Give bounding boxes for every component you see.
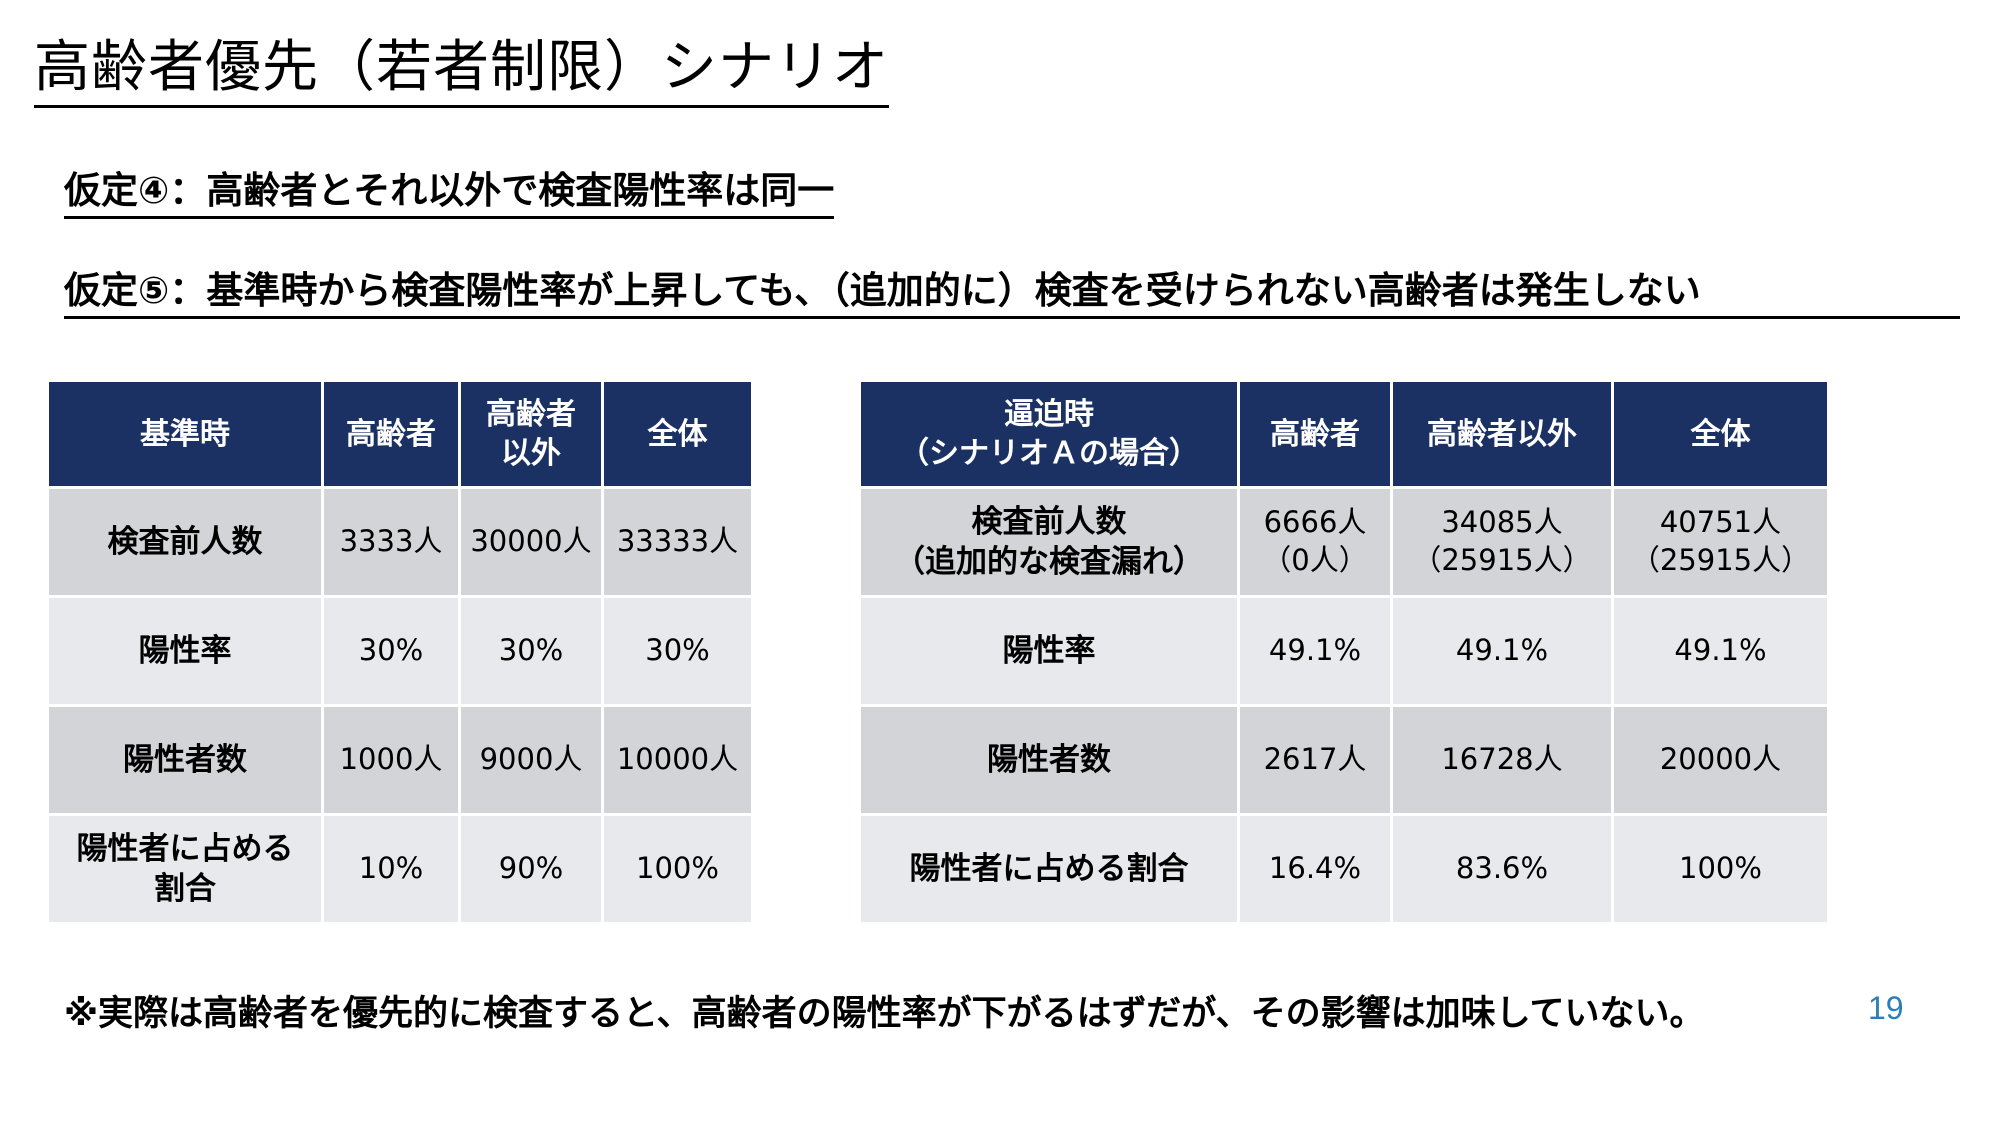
header-cell: 基準時 [49, 382, 321, 486]
header-cell: 高齢者以外 [461, 382, 601, 486]
row-label: 陽性率 [49, 598, 321, 704]
table-cell: 1000人 [324, 707, 458, 813]
tight-table: 逼迫時 （シナリオＡの場合） 高齢者 高齢者以外 全体 検査前人数 （追加的な検査漏… [858, 379, 1830, 925]
table-cell: 30% [461, 598, 601, 704]
table-cell: 100% [1614, 816, 1827, 922]
table-row: 検査前人数 3333人 30000人 33333人 [49, 489, 751, 595]
header-cell: 全体 [1614, 382, 1827, 486]
page-number: 19 [1868, 990, 1904, 1026]
table-cell: 34085人 （25915人） [1393, 489, 1611, 595]
table-cell: 20000人 [1614, 707, 1827, 813]
row-label: 陽性率 [861, 598, 1237, 704]
table-row: 陽性者数 2617人 16728人 20000人 [861, 707, 1827, 813]
table-cell: 49.1% [1240, 598, 1390, 704]
row-label: 陽性者に占める割合 [49, 816, 321, 922]
slide-title: 高齢者優先（若者制限）シナリオ [34, 34, 889, 109]
table-cell: 100% [604, 816, 751, 922]
row-label: 陽性者数 [49, 707, 321, 813]
footnote: ※実際は高齢者を優先的に検査すると、高齢者の陽性率が下がるはずだが、その影響は加… [64, 994, 1705, 1034]
table-cell: 3333人 [324, 489, 458, 595]
table-row: 陽性者数 1000人 9000人 10000人 [49, 707, 751, 813]
assumption-5: 仮定⑤：基準時から検査陽性率が上昇しても、（追加的に）検査を受けられない高齢者は… [64, 268, 1960, 320]
header-cell: 高齢者 [1240, 382, 1390, 486]
table-row: 陽性者に占める割合 16.4% 83.6% 100% [861, 816, 1827, 922]
table-cell: 30% [324, 598, 458, 704]
table-cell: 10% [324, 816, 458, 922]
table-cell: 83.6% [1393, 816, 1611, 922]
header-row: 逼迫時 （シナリオＡの場合） 高齢者 高齢者以外 全体 [861, 382, 1827, 486]
row-label: 検査前人数 [49, 489, 321, 595]
table-cell: 2617人 [1240, 707, 1390, 813]
header-cell: 高齢者以外 [1393, 382, 1611, 486]
header-row: 基準時 高齢者 高齢者 以外 全体 [49, 382, 751, 486]
table-row: 検査前人数 （追加的な検査漏れ） 6666人 （0人） 34085人 （25915人）… [861, 489, 1827, 595]
row-label: 陽性者数 [861, 707, 1237, 813]
table-cell: 16728人 [1393, 707, 1611, 813]
table-cell: 49.1% [1393, 598, 1611, 704]
baseline-table: 基準時 高齢者 高齢者 以外 全体 検査前人数 3333人 30000人 3333… [46, 379, 754, 925]
header-cell: 高齢者 [324, 382, 458, 486]
table-cell: 6666人 （0人） [1240, 489, 1390, 595]
header-cell: 逼迫時 （シナリオＡの場合） [861, 382, 1237, 486]
table-row: 陽性率 30% 30% 30% [49, 598, 751, 704]
table-cell: 16.4% [1240, 816, 1390, 922]
table-cell: 10000人 [604, 707, 751, 813]
table-cell: 90% [461, 816, 601, 922]
table-cell: 49.1% [1614, 598, 1827, 704]
table-row: 陽性者に占める 割合 10% 90% 100% [49, 816, 751, 922]
table-cell: 9000人 [461, 707, 601, 813]
header-cell: 全体 [604, 382, 751, 486]
table-row: 陽性率 49.1% 49.1% 49.1% [861, 598, 1827, 704]
row-label: 陽性者に占める割合 [861, 816, 1237, 922]
table-cell: 30000人 [461, 489, 601, 595]
table-cell: 33333人 [604, 489, 751, 595]
assumption-4: 仮定④：高齢者とそれ以外で検査陽性率は同一 [64, 168, 835, 220]
table-cell: 30% [604, 598, 751, 704]
table-cell: 40751人 （25915人） [1614, 489, 1827, 595]
row-label: 検査前人数 （追加的な検査漏れ） [861, 489, 1237, 595]
